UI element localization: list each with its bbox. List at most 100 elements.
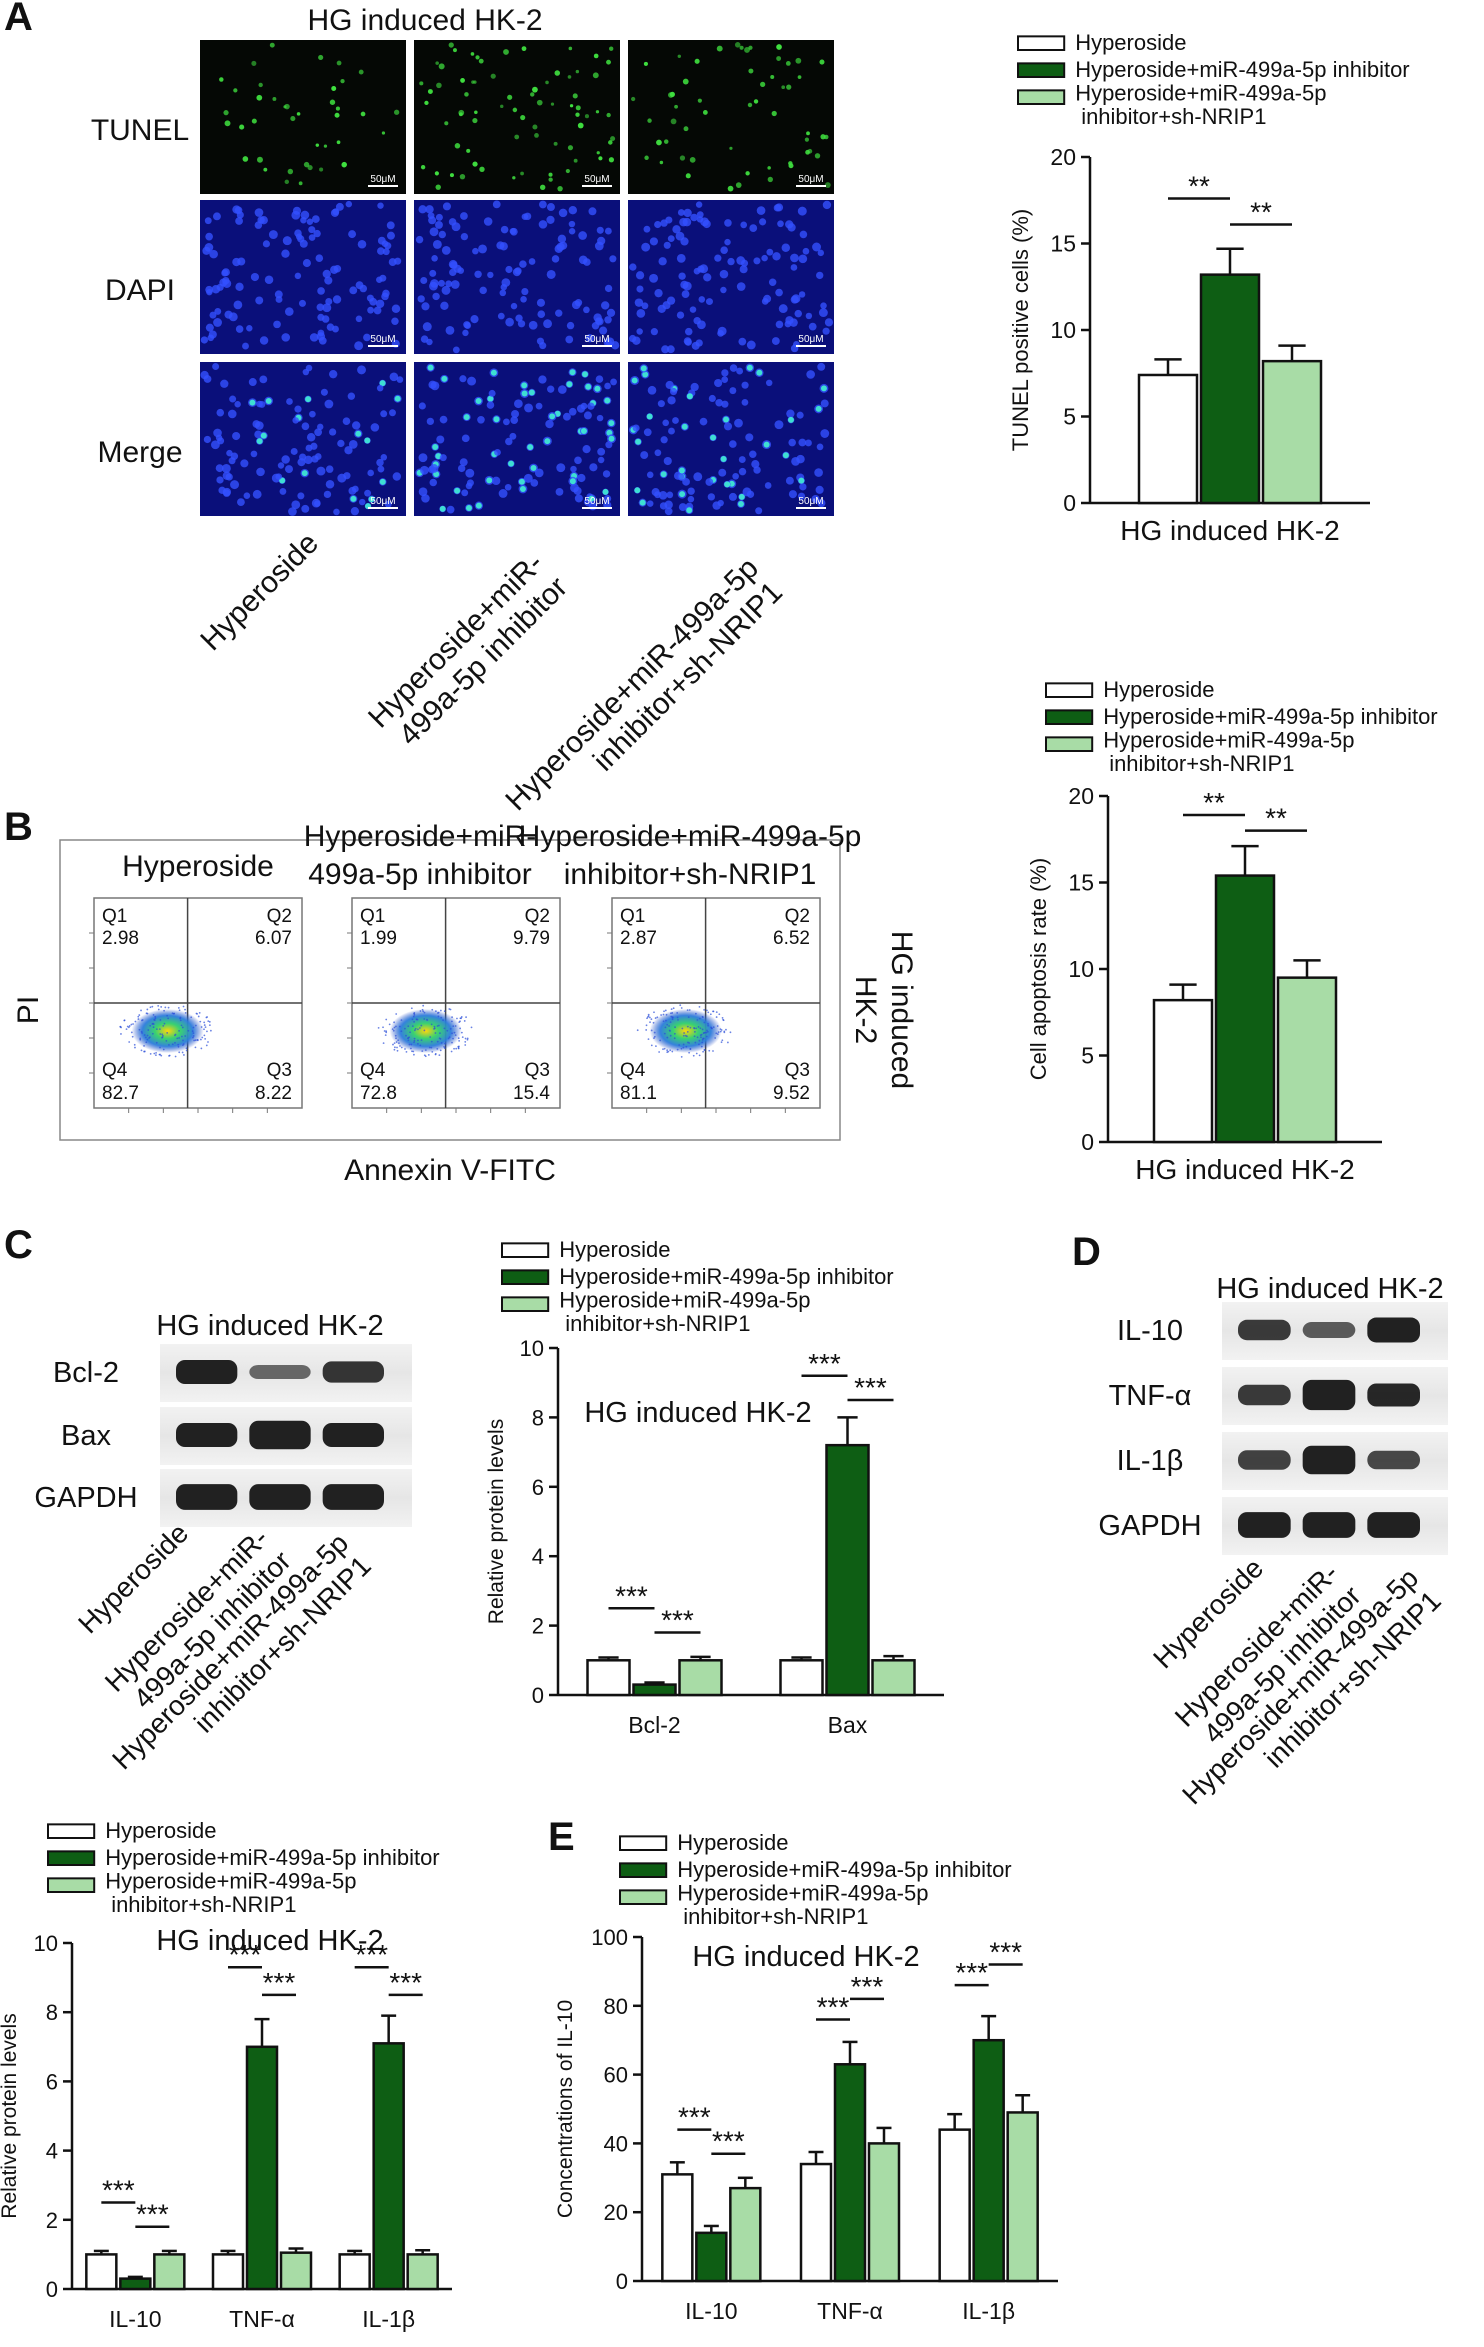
event-dot	[413, 1011, 416, 1014]
merge-positive-dot	[604, 397, 611, 404]
dapi-nucleus-dot	[775, 288, 783, 297]
event-dot	[452, 1025, 455, 1028]
event-dot	[192, 1036, 194, 1039]
tunel-cell-dot	[307, 165, 313, 171]
significance-label: ***	[808, 1348, 841, 1379]
significance-label: ***	[854, 1372, 887, 1403]
tunel-cell-dot	[478, 58, 484, 64]
dapi-nucleus-dot	[568, 205, 578, 215]
dapi-nucleus-dot	[472, 247, 479, 255]
dapi-nucleus-dot	[724, 238, 731, 246]
tunel-cell-dot	[520, 114, 526, 121]
dapi-nucleus-dot	[221, 269, 229, 277]
y-axis-label: Relative protein levels	[485, 1419, 508, 1624]
blot-c-title: HG induced HK-2	[156, 1310, 383, 1342]
tunel-cell-dot	[739, 45, 744, 50]
event-dot	[449, 1008, 452, 1011]
event-dot	[128, 1041, 131, 1043]
flow-side-label-1: HG induced	[885, 931, 918, 1089]
dapi-nucleus-dot	[386, 231, 395, 240]
event-dot	[668, 1029, 671, 1032]
event-dot	[424, 1049, 427, 1051]
event-dot	[653, 1031, 656, 1034]
tunel-cell-dot	[567, 145, 574, 151]
flow-plots: HyperosideQ12.98Q26.07Q482.7Q38.22Hypero…	[59, 820, 861, 1141]
dapi-nucleus-dot	[497, 312, 505, 320]
merge-positive-dot	[737, 500, 744, 507]
merge-positive-dot	[660, 471, 667, 478]
dapi-nucleus-dot	[702, 219, 711, 229]
event-dot	[671, 1016, 674, 1018]
tunel-cell-dot	[358, 69, 364, 75]
event-dot	[423, 1011, 426, 1014]
dapi-nucleus-dot	[654, 449, 662, 457]
blot-band	[1367, 1450, 1420, 1470]
blot-band	[249, 1484, 311, 1510]
event-dot	[407, 1039, 410, 1042]
event-dot	[654, 1017, 657, 1019]
tunel-cell-dot	[256, 156, 263, 163]
dapi-nucleus-dot	[429, 281, 438, 291]
legend-swatch-1	[1045, 682, 1094, 698]
dapi-nucleus-dot	[663, 456, 672, 466]
dapi-nucleus-dot	[696, 211, 704, 219]
dapi-nucleus-dot	[212, 362, 220, 370]
significance-label: **	[1250, 196, 1272, 227]
chart-title: HG induced HK-2	[156, 1925, 383, 1957]
dapi-nucleus-dot	[555, 309, 563, 317]
dapi-nucleus-dot	[666, 491, 674, 499]
tunel-cell-dot	[593, 53, 599, 59]
event-dot	[444, 1042, 446, 1045]
dapi-nucleus-dot	[775, 320, 784, 329]
dapi-nucleus-dot	[242, 342, 249, 350]
dapi-nucleus-dot	[574, 494, 583, 503]
event-dot	[676, 1048, 679, 1051]
dapi-nucleus-dot	[314, 453, 322, 460]
dapi-nucleus-dot	[474, 270, 482, 279]
event-dot	[430, 1046, 433, 1049]
merge-positive-dot	[763, 441, 770, 448]
tunel-cell-dot	[530, 92, 535, 97]
tunel-cell-dot	[770, 75, 775, 80]
event-dot	[459, 1020, 461, 1023]
event-dot	[159, 1046, 161, 1049]
event-dot	[443, 1010, 446, 1013]
dapi-nucleus-dot	[432, 239, 442, 249]
q3-value: 8.22	[255, 1083, 292, 1104]
dapi-nucleus-dot	[216, 476, 224, 484]
tunel-cell-dot	[507, 94, 513, 100]
dapi-nucleus-dot	[494, 448, 501, 456]
dapi-nucleus-dot	[729, 440, 737, 448]
dapi-nucleus-dot	[206, 288, 213, 296]
dapi-nucleus-dot	[658, 257, 667, 266]
dapi-nucleus-dot	[240, 459, 249, 468]
event-dot	[399, 1045, 401, 1047]
blot-band	[249, 1420, 311, 1450]
tunel-cell-dot	[514, 134, 520, 140]
x-axis-label: HG induced HK-2	[1120, 515, 1339, 546]
event-dot	[440, 1016, 443, 1019]
dapi-nucleus-dot	[379, 274, 387, 282]
dapi-nucleus-dot	[785, 220, 794, 229]
event-dot	[682, 1034, 685, 1037]
dapi-nucleus-dot	[662, 419, 670, 427]
event-dot	[203, 1024, 206, 1026]
event-dot	[138, 1014, 141, 1016]
dapi-nucleus-dot	[236, 211, 244, 219]
event-dot	[128, 1025, 131, 1027]
dapi-nucleus-dot	[268, 230, 278, 239]
merge-positive-dot	[631, 377, 638, 384]
event-dot	[698, 1054, 701, 1057]
event-dot	[464, 1040, 467, 1043]
merge-positive-dot	[588, 495, 595, 502]
x-category-label: Bax	[828, 1712, 868, 1738]
dapi-nucleus-dot	[367, 306, 374, 314]
tunel-cell-dot	[748, 68, 754, 74]
dapi-nucleus-dot	[232, 205, 241, 214]
tunel-cell-dot	[223, 110, 229, 116]
dapi-nucleus-dot	[672, 225, 681, 234]
event-dot	[177, 1043, 180, 1046]
tunel-cell-dot	[315, 143, 320, 147]
event-dot	[205, 1044, 208, 1047]
event-dot	[404, 1048, 406, 1050]
